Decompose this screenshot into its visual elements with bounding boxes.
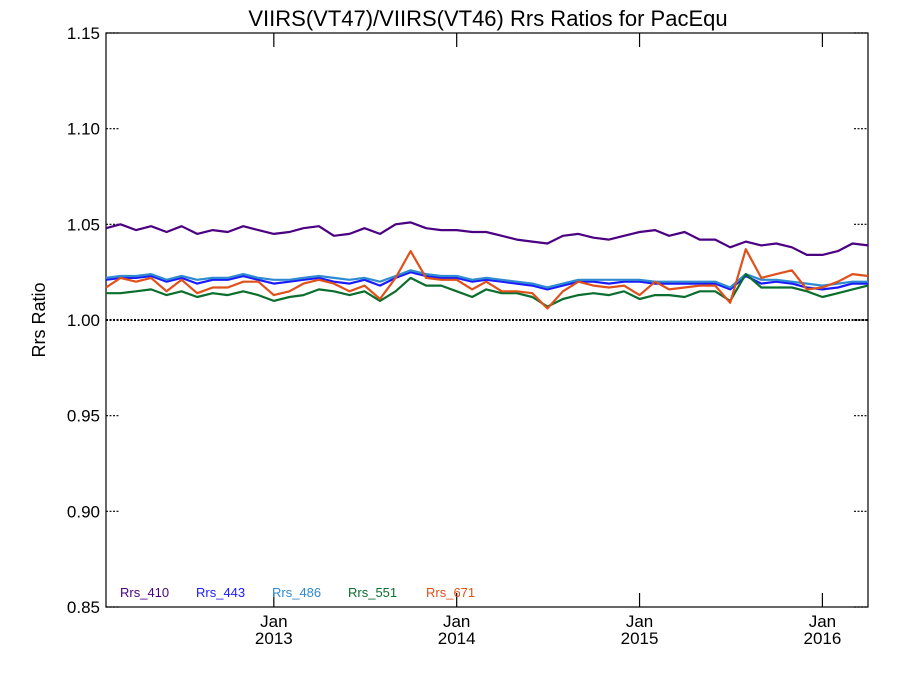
y-tick-label: 1.15 (67, 24, 100, 43)
x-tick-year: 2016 (803, 629, 841, 648)
chart-title: VIIRS(VT47)/VIIRS(VT46) Rrs Ratios for P… (248, 6, 727, 31)
legend: Rrs_410 Rrs_443 Rrs_486 Rrs_551 Rrs_671 (120, 585, 475, 600)
x-tick-year: 2013 (255, 629, 293, 648)
series-line-rrs-671 (105, 248, 869, 310)
x-tick-month: Jan (260, 612, 287, 631)
y-axis: 0.85 0.90 0.95 1.00 1.05 1.10 1.15 (67, 24, 868, 617)
y-axis-label: Rrs Ratio (29, 282, 49, 357)
legend-entry-rrs-671: Rrs_671 (426, 585, 475, 600)
series-line-rrs-443 (105, 271, 868, 291)
series-line-rrs-551 (106, 273, 869, 308)
legend-entry-rrs-410: Rrs_410 (120, 585, 169, 600)
x-tick-year: 2015 (621, 629, 659, 648)
y-tick-label: 1.00 (67, 311, 100, 330)
x-tick-month: Jan (626, 612, 653, 631)
y-tick-label: 0.95 (67, 407, 100, 426)
legend-entry-rrs-443: Rrs_443 (196, 585, 245, 600)
y-tick-label: 0.85 (67, 598, 100, 617)
x-tick-year: 2014 (438, 629, 476, 648)
x-tick-month: Jan (809, 612, 836, 631)
legend-entry-rrs-551: Rrs_551 (348, 585, 397, 600)
x-tick-month: Jan (443, 612, 470, 631)
series-layer (105, 221, 869, 310)
series-line-rrs-410 (105, 221, 869, 256)
y-tick-label: 0.90 (67, 502, 100, 521)
legend-entry-rrs-486: Rrs_486 (272, 585, 321, 600)
y-tick-label: 1.10 (67, 120, 100, 139)
y-tick-label: 1.05 (67, 215, 100, 234)
series-line-rrs-486 (105, 269, 868, 289)
